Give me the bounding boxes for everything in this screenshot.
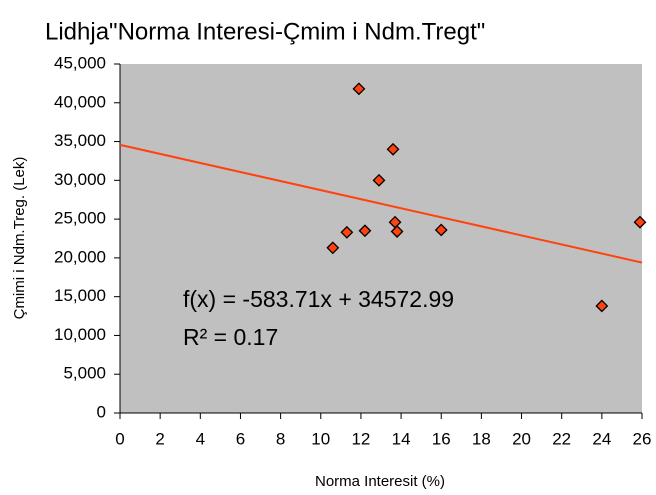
plot-area <box>120 64 642 413</box>
y-tick-label: 5,000 <box>63 364 106 383</box>
x-tick-label: 20 <box>512 429 531 448</box>
trend-line <box>119 143 643 264</box>
x-axis-label: Norma Interesit (%) <box>315 473 445 490</box>
x-tick-label: 16 <box>432 429 451 448</box>
point <box>390 225 404 238</box>
x-tick-label: 22 <box>552 429 571 448</box>
x-tick-label: 8 <box>276 429 285 448</box>
y-tick-label: 0 <box>97 402 106 421</box>
x-tick-label: 14 <box>392 429 411 448</box>
point <box>352 82 366 96</box>
x-tick-label: 6 <box>236 429 245 448</box>
point <box>386 142 400 156</box>
y-tick-label: 45,000 <box>54 53 106 72</box>
x-tick-label: 12 <box>351 429 370 448</box>
point <box>595 299 609 313</box>
x-tick-label: 18 <box>472 429 491 448</box>
y-tick-label: 35,000 <box>54 131 106 150</box>
x-tick-label: 10 <box>311 429 330 448</box>
trend-equation: f(x) = -583.71x + 34572.99 <box>183 286 454 312</box>
point <box>340 225 354 239</box>
y-tick-label: 20,000 <box>54 247 106 266</box>
y-axis-label: Çmimi i Ndm.Treg. (Lek) <box>11 157 28 320</box>
x-tick-label: 4 <box>196 429 205 448</box>
y-tick-label: 40,000 <box>54 92 106 111</box>
y-tick-label: 25,000 <box>54 209 106 228</box>
point <box>372 173 386 187</box>
x-tick-label: 24 <box>592 429 611 448</box>
x-tick-label: 2 <box>155 429 164 448</box>
x-tick-label: 0 <box>115 429 124 448</box>
point <box>326 241 340 255</box>
point <box>358 224 372 238</box>
x-tick-label: 26 <box>633 429 652 448</box>
trend-r2: R² = 0.17 <box>183 324 278 350</box>
y-tick-label: 15,000 <box>54 286 106 305</box>
point <box>633 215 647 229</box>
chart-title: Lidhja"Norma Interesi-Çmim i Ndm.Tregt" <box>45 18 485 45</box>
y-tick-label: 10,000 <box>54 325 106 344</box>
point <box>434 223 448 237</box>
y-tick-label: 30,000 <box>54 170 106 189</box>
